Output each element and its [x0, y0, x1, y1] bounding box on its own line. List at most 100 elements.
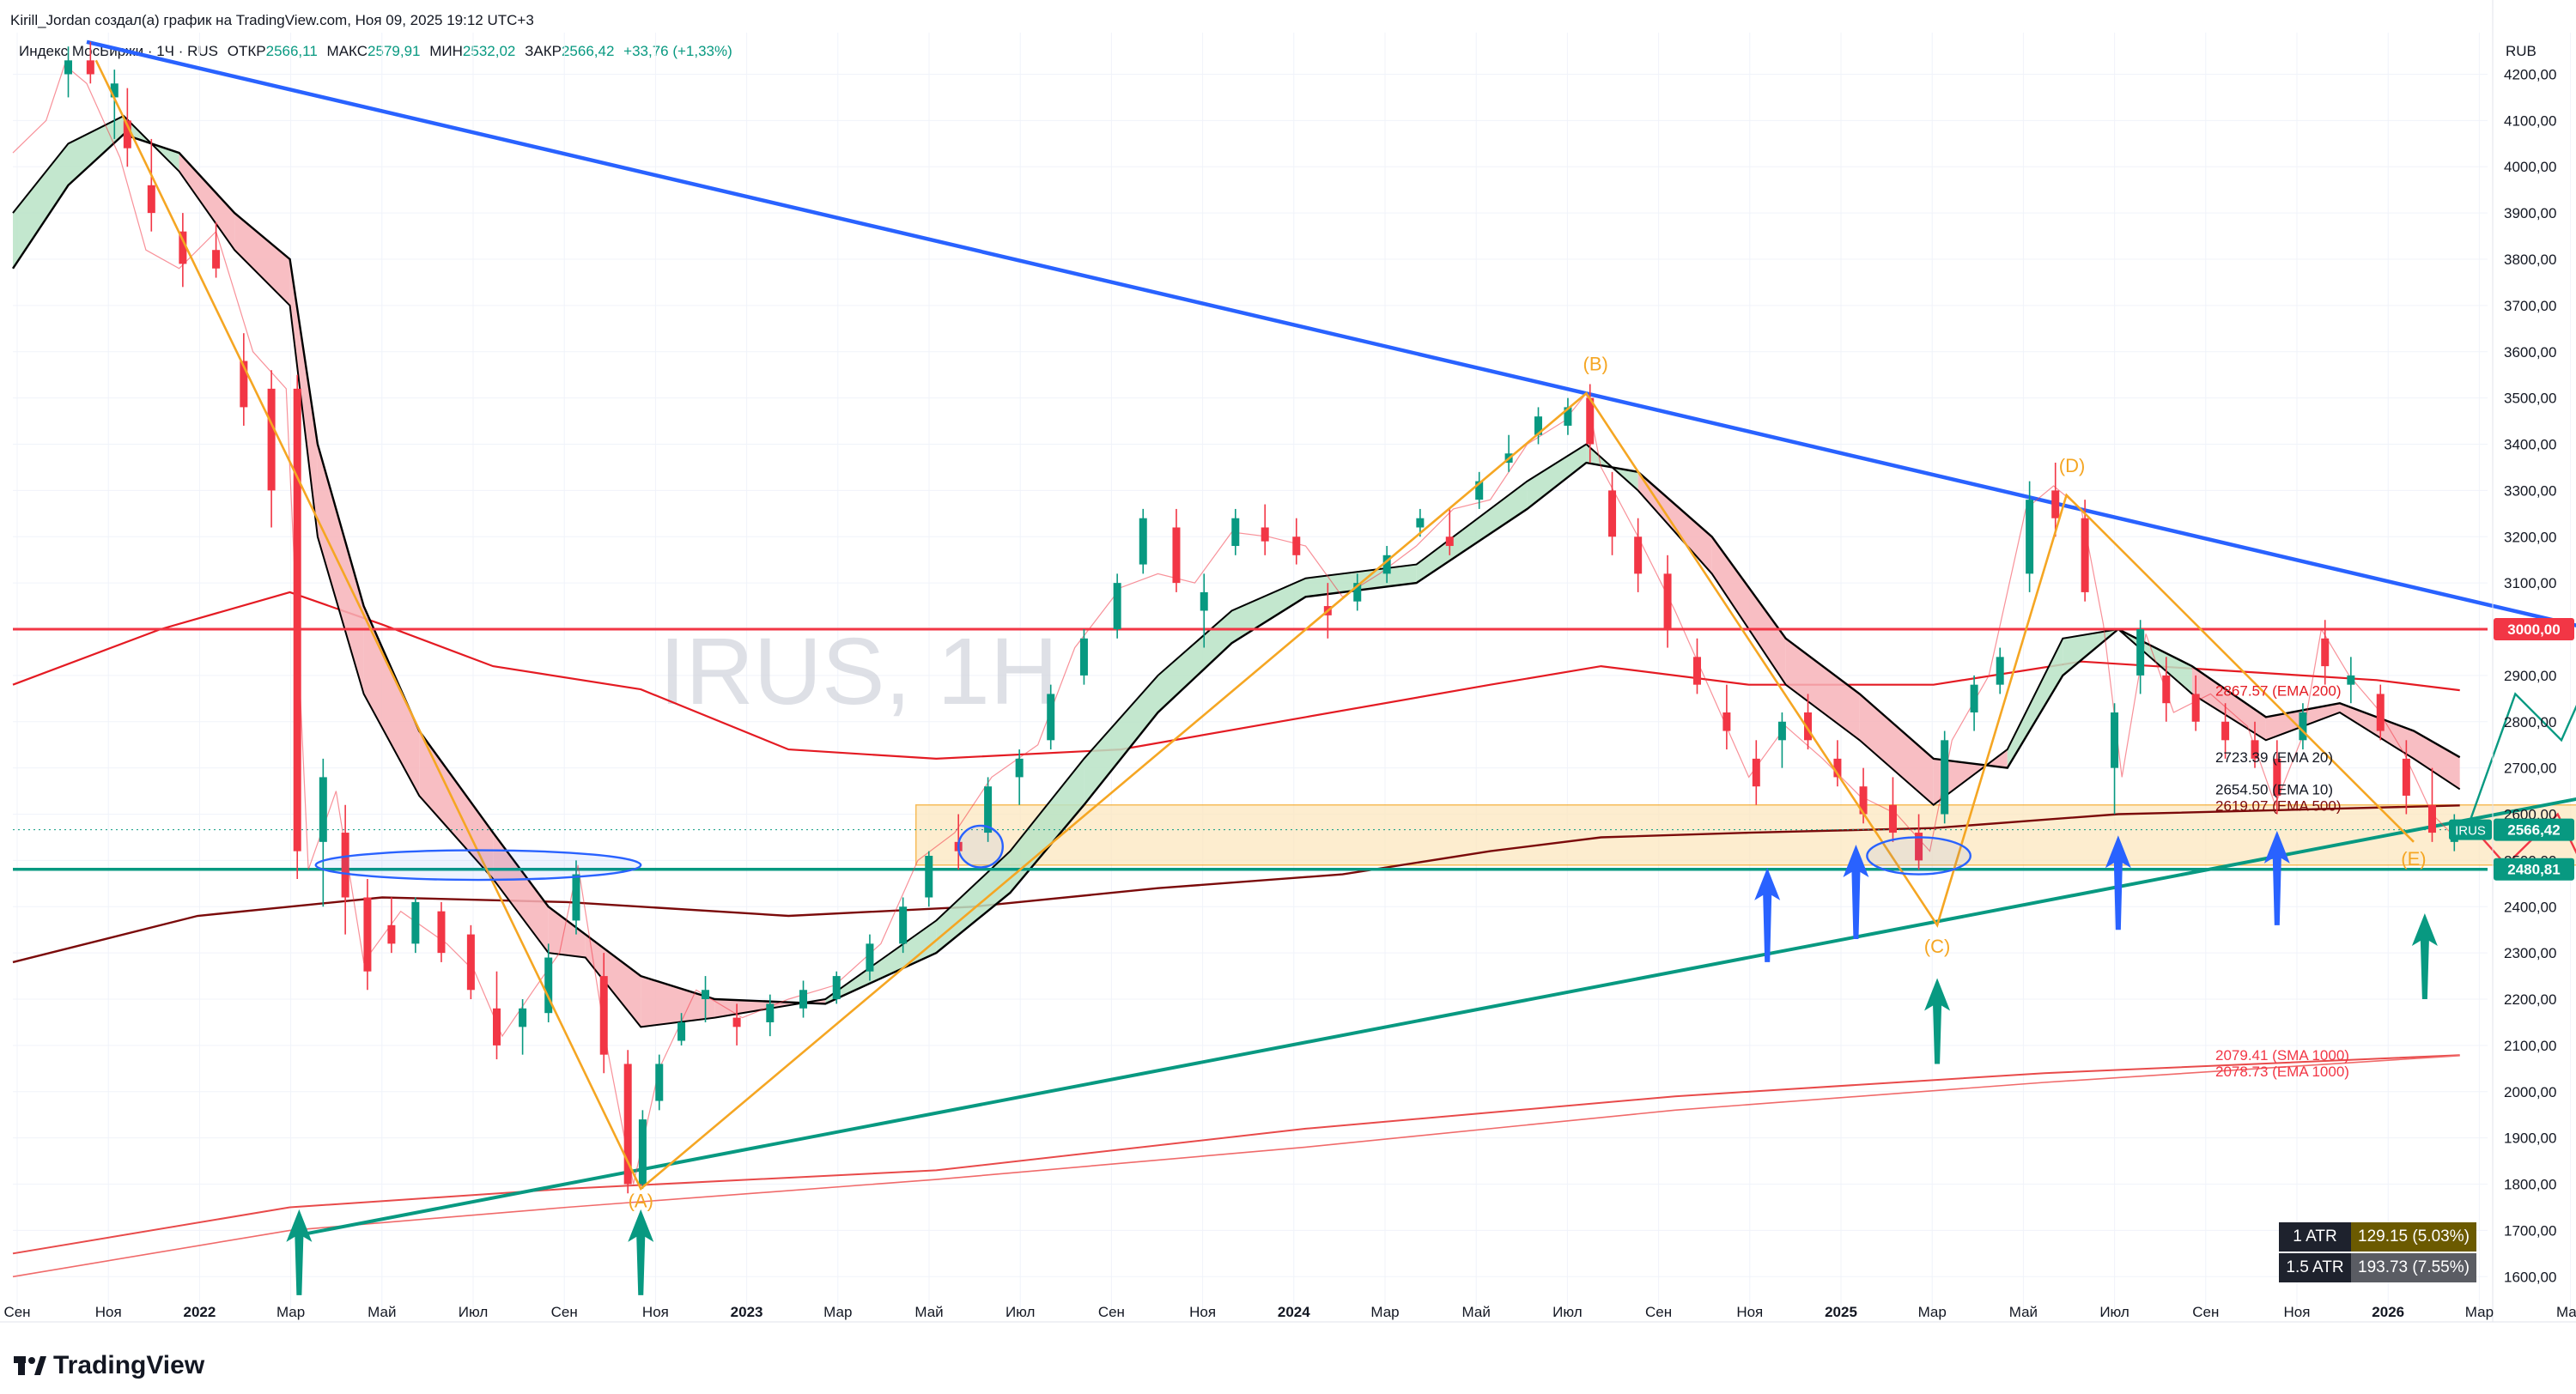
candle-body [1888, 804, 1897, 833]
candle-body [212, 250, 221, 269]
candle-body [925, 856, 933, 898]
highlight-ellipse [1866, 836, 1971, 876]
candle-body [2162, 675, 2171, 704]
candle-body [2299, 712, 2307, 741]
ema1000-line [12, 1055, 2460, 1278]
atr-row-1: 1 ATR 129.15 (5.03%) [2279, 1222, 2476, 1252]
time-tick-label: Ноя [1736, 1304, 1763, 1320]
tradingview-logo[interactable]: TradingView [14, 1351, 204, 1380]
ema-cloud-segment [1084, 675, 1158, 805]
price-tick-label: 2300,00 [2504, 945, 2556, 961]
time-tick-label: Мар [2465, 1304, 2494, 1320]
candle-body [2191, 694, 2200, 722]
green-up-arrow [628, 1209, 654, 1295]
low-label: МИН [429, 43, 463, 59]
time-tick-label: Май [1462, 1304, 1491, 1320]
candle-body [387, 924, 396, 944]
ema-cloud-segment [825, 920, 937, 1004]
ema-cloud-segment [548, 906, 586, 958]
candle-body [638, 1119, 647, 1185]
ema-cloud-segment [68, 116, 124, 185]
ema-cloud-segment [585, 934, 641, 1027]
candle-body [123, 120, 131, 148]
candle-body [179, 231, 187, 264]
atr-key: 1.5 ATR [2279, 1253, 2351, 1282]
candle-body [1015, 758, 1024, 778]
ema-cloud-segment [234, 213, 290, 306]
time-tick-label: Ноя [95, 1304, 122, 1320]
candle-body [2273, 758, 2281, 796]
time-tick-label: Мар [1918, 1304, 1947, 1320]
price-tick-label: 3900,00 [2504, 205, 2556, 221]
candle-body [2402, 758, 2410, 796]
candle-body [1353, 583, 1362, 602]
watermark: IRUS, 1H [659, 619, 1059, 724]
candle-body [799, 990, 808, 1009]
price-tick-label: 3100,00 [2504, 575, 2556, 591]
candle-body [1564, 407, 1572, 426]
wave-label: (C) [1924, 936, 1951, 957]
candle-body [1663, 573, 1672, 630]
candle-body [363, 897, 372, 972]
support-zone [914, 803, 2576, 866]
currency-label[interactable]: RUB [2506, 43, 2537, 59]
candle-body [2081, 518, 2089, 592]
time-tick-label: Май [914, 1304, 943, 1320]
symbol-tag: IRUS [2455, 824, 2486, 839]
candle-body [341, 833, 349, 898]
candle-body [984, 786, 993, 833]
candle-body [1079, 638, 1088, 676]
price-tick-label: 1600,00 [2504, 1269, 2556, 1285]
resistance-price-badge: 3000,00 [2507, 621, 2560, 638]
ema-cloud-segment [1859, 694, 1934, 805]
ascending-trendline [298, 797, 2576, 1237]
candle-body [655, 1064, 664, 1101]
time-tick-label: Июл [1552, 1304, 1583, 1320]
wave-label: (B) [1583, 353, 1608, 374]
ema500-line [12, 804, 2460, 964]
candle-body [1113, 583, 1121, 630]
time-tick-label: Ноя [1189, 1304, 1216, 1320]
ema-cloud-segment [13, 143, 69, 269]
candles [64, 41, 2458, 1194]
ema-cloud-segment [2414, 730, 2460, 790]
candle-body [86, 60, 94, 75]
time-tick-label: Сен [1645, 1304, 1672, 1320]
close-label: ЗАКР [525, 43, 562, 59]
ema-cloud-segment [1785, 638, 1860, 741]
time-tick-label: Май [368, 1304, 396, 1320]
time-tick-label: Мар [1370, 1304, 1399, 1320]
candle-body [1941, 740, 1949, 815]
green-up-arrow [286, 1209, 313, 1295]
open-label: ОТКР [227, 43, 266, 59]
candle-body [1586, 397, 1595, 445]
candle-body [1172, 527, 1181, 584]
price-tick-label: 2000,00 [2504, 1084, 2556, 1100]
wave-label: (A) [629, 1190, 653, 1211]
candle-body [677, 1021, 686, 1041]
candle-body [466, 934, 475, 991]
candle-body [1608, 490, 1617, 537]
atr-key: 1 ATR [2279, 1222, 2351, 1252]
time-tick-label: Мар [823, 1304, 852, 1320]
ema-cloud-segment [363, 606, 420, 796]
candle-body [1534, 416, 1543, 435]
candle-body [2221, 721, 2230, 741]
price-tick-label: 3700,00 [2504, 298, 2556, 314]
candle-body [899, 906, 908, 944]
price-tick-label: 3500,00 [2504, 391, 2556, 407]
price-path [12, 64, 2451, 1185]
candle-body [240, 361, 248, 408]
ema10-line [12, 114, 2461, 1028]
bullish-scenario-arrow [2468, 692, 2576, 824]
tradingview-logo-icon [14, 1356, 46, 1375]
candle-body [1777, 721, 1786, 741]
candle-body [147, 185, 155, 214]
candle-body [1804, 712, 1813, 741]
candle-body [623, 1064, 632, 1185]
ema-cloud-segment [493, 833, 549, 954]
candle-body [1859, 786, 1868, 815]
time-tick-label: 2023 [731, 1304, 763, 1320]
